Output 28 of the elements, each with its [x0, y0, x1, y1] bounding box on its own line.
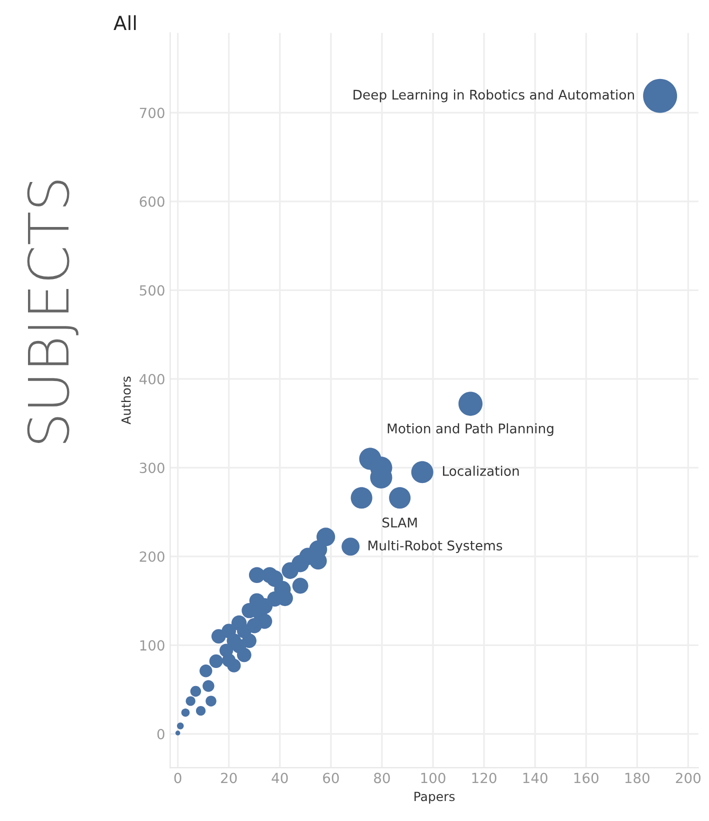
y-tick-label: 400	[139, 374, 164, 384]
x-tick-label: 40	[272, 772, 288, 784]
annotation: Motion and Path Planning	[388, 423, 554, 436]
annotation: Deep Learning in Robotics and Automation	[354, 89, 634, 102]
text: SUBJECTS	[27, 180, 78, 443]
x-tick-label: 60	[323, 772, 339, 784]
x-tick-label: 0	[174, 772, 182, 784]
x-tick-label: 160	[574, 772, 598, 784]
y-tick-label: 300	[140, 462, 164, 474]
y-tick-label: 100	[140, 640, 164, 651]
annotation: Multi-Robot Systems	[368, 540, 502, 554]
x-tick-label: 180	[625, 772, 650, 784]
annotation: Localization	[443, 466, 519, 476]
y-tick-label: 500	[140, 285, 164, 296]
x-tick-label: 200	[676, 772, 700, 784]
x-tick-label: 100	[421, 772, 446, 784]
y-tick-label: 0	[157, 728, 164, 740]
y-tick-label: 200	[140, 551, 164, 562]
annotation: SLAM	[382, 518, 417, 528]
y-tick-label: 600	[140, 196, 164, 207]
x-tick-label: 120	[472, 772, 496, 784]
x-tick-label: 20	[221, 772, 237, 784]
x-tick-label: 80	[374, 772, 390, 784]
y-tick-label: 700	[140, 108, 164, 118]
y-axis-title: Authors	[121, 376, 131, 424]
x-axis-title: Papers	[414, 792, 455, 804]
x-tick-label: 140	[523, 772, 548, 784]
chart-subtitle: All	[114, 15, 136, 30]
